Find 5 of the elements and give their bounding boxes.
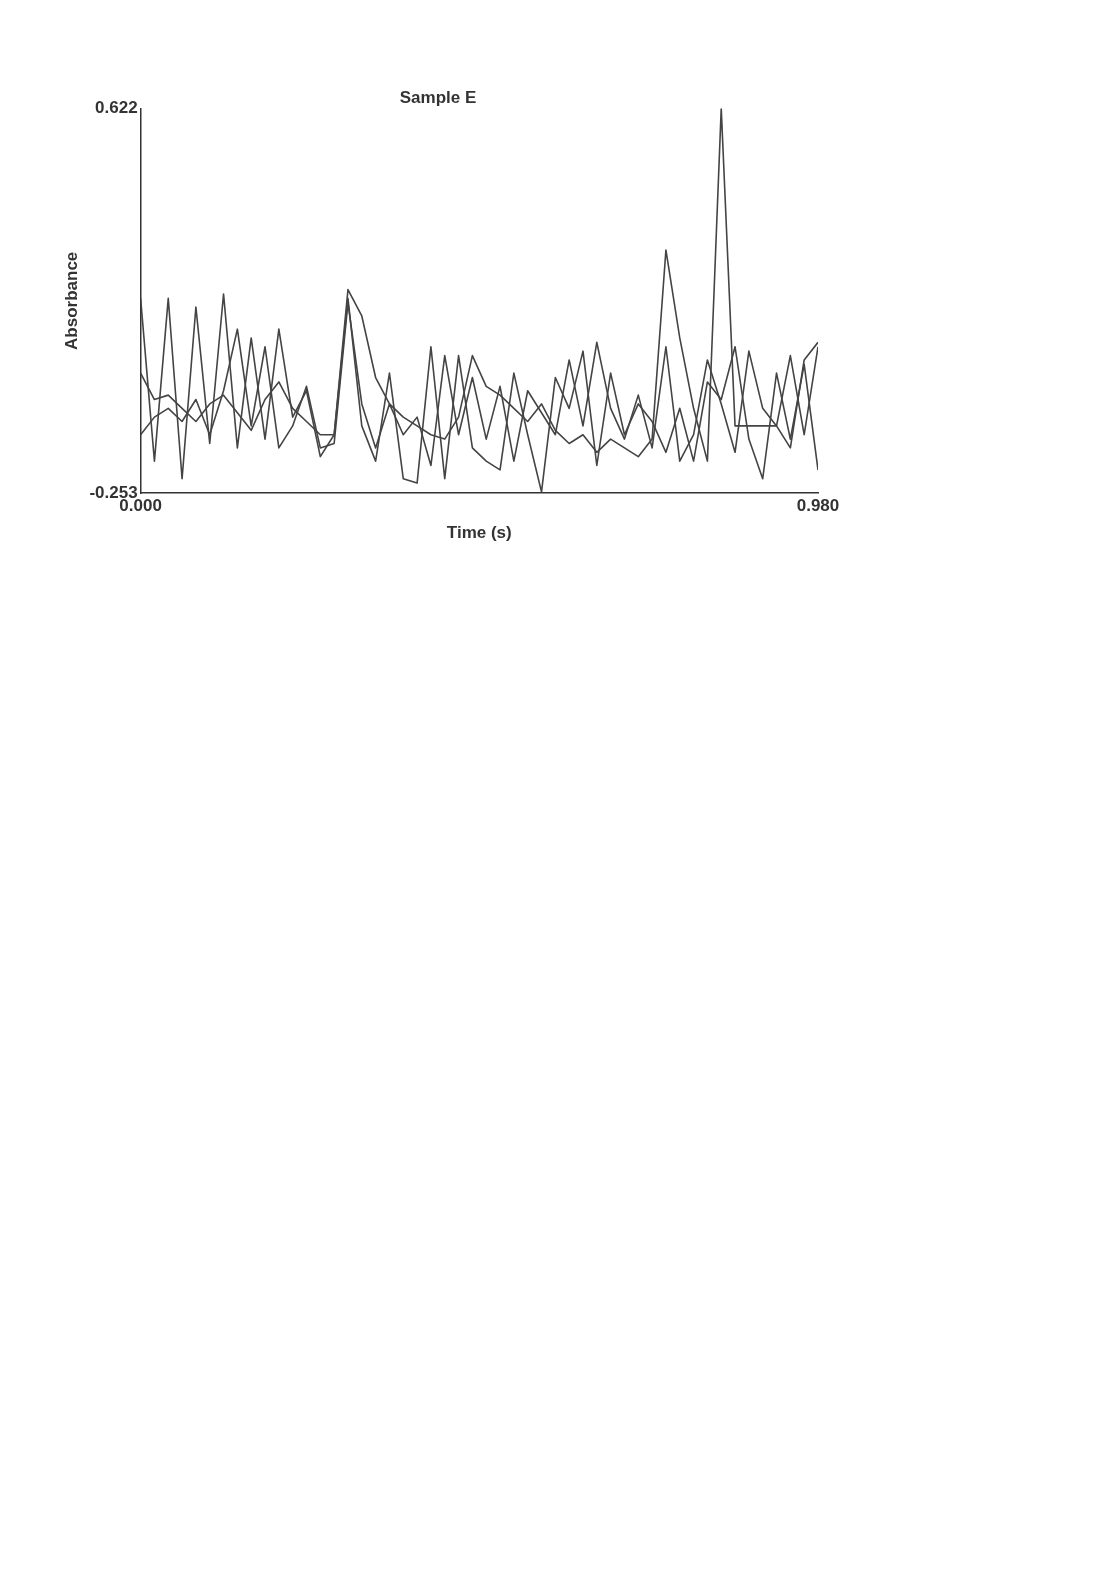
y-axis-title: Absorbance xyxy=(61,251,81,350)
chart-title: Sample E xyxy=(399,87,477,107)
x-axis-title: Time (s) xyxy=(446,523,512,543)
y-tick-label: 0.622 xyxy=(95,98,138,118)
x-tick-label: 0.980 xyxy=(796,496,840,516)
